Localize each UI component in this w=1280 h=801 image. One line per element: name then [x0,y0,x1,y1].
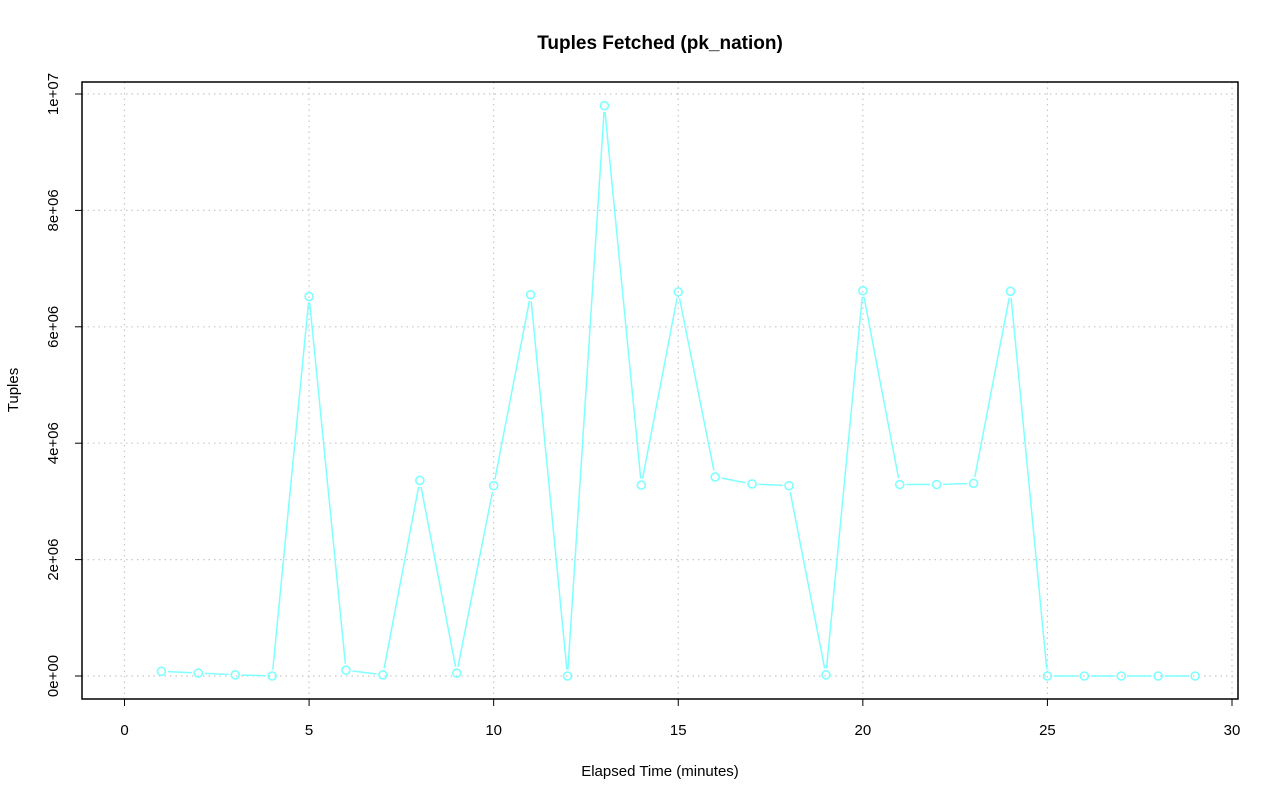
data-point [1079,671,1090,681]
x-tick-label: 5 [305,722,313,739]
x-tick-label: 10 [485,722,502,739]
data-point [636,480,647,490]
data-point [747,479,757,489]
series-line-segment [1010,297,1048,670]
x-axis-label: Elapsed Time (minutes) [581,763,739,780]
y-tick-label: 8e+06 [45,189,62,231]
series-line-segment [167,670,192,674]
y-axis-label: Tuples [5,368,22,412]
data-point [562,671,573,681]
series-line-segment [530,301,568,670]
series-layer [156,100,1200,681]
data-point [1042,671,1053,681]
data-point [193,668,204,678]
series-line-segment [272,302,310,670]
series-line-segment [420,486,457,667]
x-tick-label: 15 [670,722,687,739]
series-line-segment [383,486,420,669]
y-tick-label: 2e+06 [45,539,62,581]
series-line-segment [352,670,377,675]
series-line-segment [604,112,642,479]
data-point [968,478,979,489]
data-point [488,480,499,491]
data-point [156,666,167,677]
series-line-segment [825,297,863,669]
x-tick-label: 30 [1224,722,1241,739]
y-axis: 0e+00 2e+06 4e+06 6e+06 8e+06 1e+07 [45,73,83,697]
series-line-segment [457,491,494,667]
data-point [415,475,425,486]
data-point [821,670,831,680]
series-line-segment [308,302,347,664]
data-point [1153,671,1163,681]
x-tick-label: 25 [1039,722,1056,739]
series-line-segment [863,296,900,479]
data-point [267,671,277,681]
x-tick-label: 20 [854,722,871,739]
y-tick-label: 6e+06 [45,306,62,348]
y-tick-label: 4e+06 [45,422,62,464]
y-tick-label: 1e+07 [45,73,62,115]
series-line-segment [678,298,715,471]
data-point [378,670,388,680]
series-line-segment [974,297,1011,478]
data-point [304,291,314,302]
data-point [1190,671,1200,681]
chart-title: Tuples Fetched (pk_nation) [537,33,783,54]
x-axis: 0 5 10 15 20 25 30 [120,698,1241,739]
x-tick-label: 0 [120,722,128,739]
series-line-segment [204,672,229,676]
series-line-segment [641,298,678,479]
series-line-segment [789,491,826,669]
series-line-segment [721,477,746,484]
data-point [451,668,462,678]
data-point [525,289,536,300]
data-point [784,480,794,491]
series-line-segment [943,482,968,486]
data-point [1116,671,1127,681]
data-point [1005,286,1016,297]
data-point [894,479,905,490]
data-point [931,479,942,490]
series-line-segment [567,112,605,670]
data-point [341,665,351,675]
data-point [858,285,868,296]
data-point [599,100,610,111]
series-line-segment [494,301,531,480]
data-point [710,472,720,482]
grid-lines [82,82,1238,699]
series-line-segment [758,483,783,487]
data-point [673,287,684,297]
y-tick-label: 0e+00 [45,655,62,697]
series-line-segment [241,674,266,677]
data-point [230,670,241,680]
